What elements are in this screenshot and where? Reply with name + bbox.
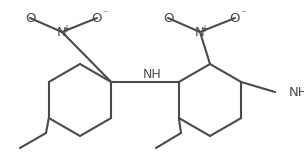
Text: O: O [25, 12, 35, 24]
Text: ⁻: ⁻ [240, 9, 246, 19]
Text: +: + [62, 24, 70, 34]
Text: N: N [195, 26, 205, 38]
Text: +: + [200, 24, 208, 34]
Text: O: O [92, 12, 102, 24]
Text: ⁻: ⁻ [102, 9, 108, 19]
Text: O: O [163, 12, 173, 24]
Text: NH₂: NH₂ [289, 85, 304, 99]
Text: NH: NH [143, 67, 161, 81]
Text: N: N [57, 26, 67, 38]
Text: O: O [230, 12, 240, 24]
